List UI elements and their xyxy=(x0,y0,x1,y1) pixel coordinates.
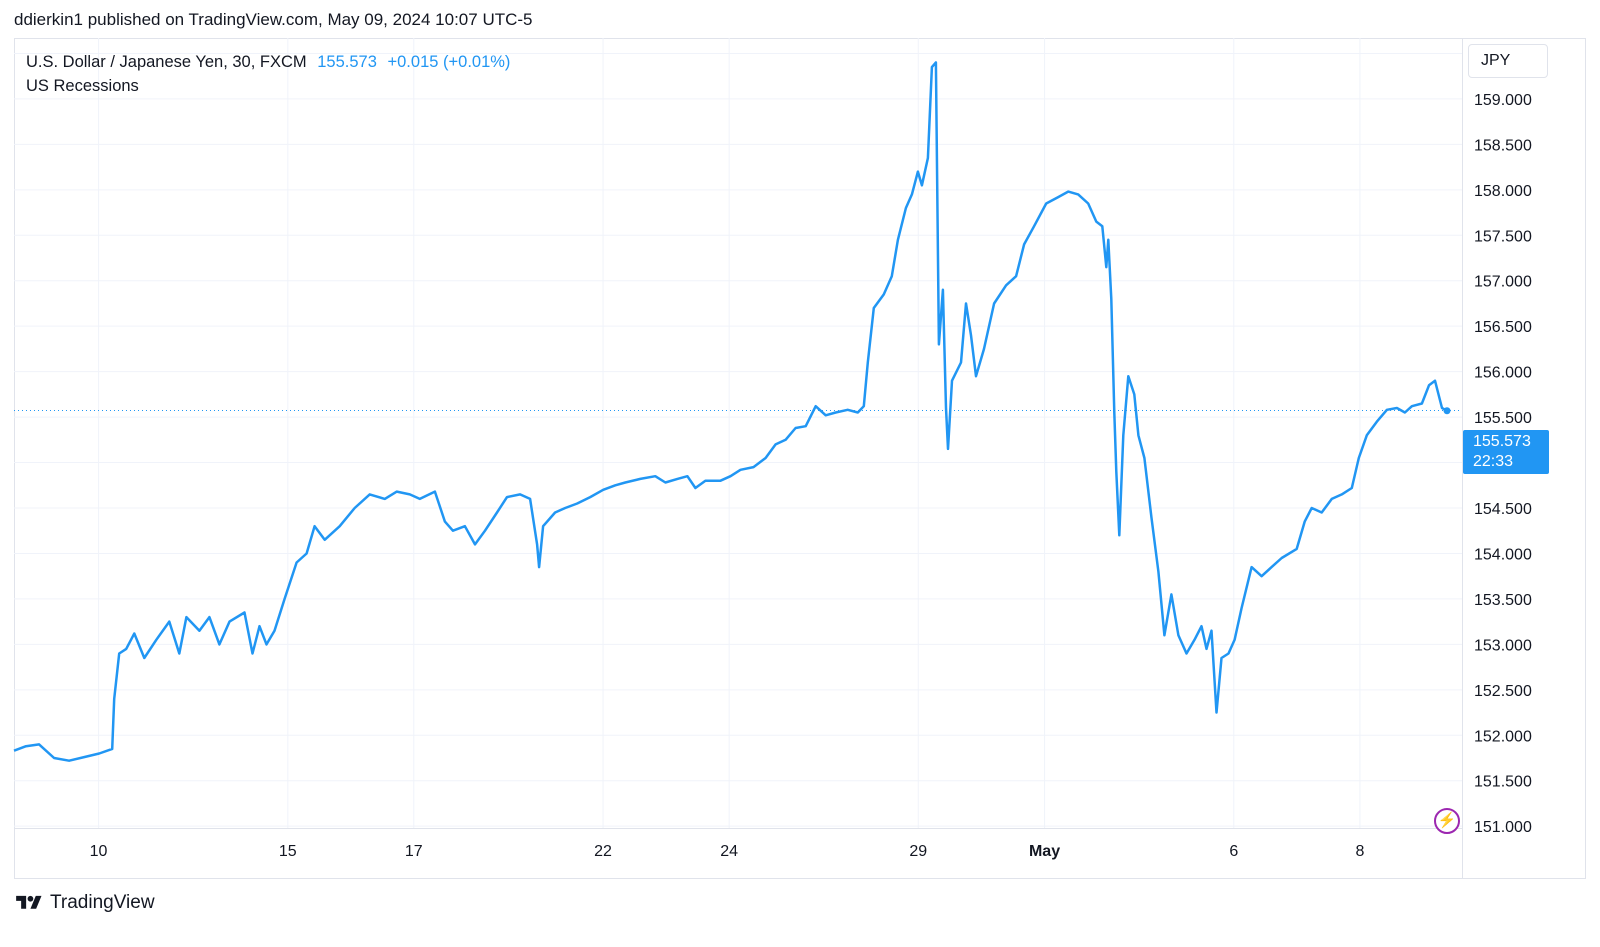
y-tick-label: 154.500 xyxy=(1474,501,1532,518)
lightning-icon[interactable]: ⚡ xyxy=(1434,808,1460,834)
x-tick-label: 24 xyxy=(720,843,738,860)
indicator-label[interactable]: US Recessions xyxy=(26,77,139,95)
y-tick-label: 154.000 xyxy=(1474,546,1532,563)
y-tick-label: 156.000 xyxy=(1474,365,1532,382)
x-tick-label: 22 xyxy=(594,843,612,860)
symbol-label[interactable]: U.S. Dollar / Japanese Yen, 30, FXCM xyxy=(26,53,307,71)
x-tick-label: 8 xyxy=(1355,843,1364,860)
footer-brand[interactable]: TradingView xyxy=(14,892,155,914)
y-tick-label: 159.000 xyxy=(1474,92,1532,109)
chart-legend: U.S. Dollar / Japanese Yen, 30, FXCM 155… xyxy=(26,50,510,98)
y-tick-label: 158.500 xyxy=(1474,137,1532,154)
y-tick-label: 156.500 xyxy=(1474,319,1532,336)
current-price-tag: 155.573 22:33 xyxy=(1463,430,1549,474)
legend-price: 155.573 xyxy=(317,53,377,71)
y-tick-label: 152.000 xyxy=(1474,728,1532,745)
x-tick-label: 15 xyxy=(279,843,297,860)
y-tick-label: 157.000 xyxy=(1474,274,1532,291)
y-tick-label: 151.000 xyxy=(1474,819,1532,836)
x-tick-label: 10 xyxy=(90,843,108,860)
legend-change: +0.015 (+0.01%) xyxy=(387,53,511,71)
y-tick-label: 151.500 xyxy=(1474,774,1532,791)
footer-brand-text: TradingView xyxy=(50,892,155,913)
x-tick-label: 6 xyxy=(1229,843,1238,860)
x-tick-label: 17 xyxy=(405,843,423,860)
y-tick-label: 153.000 xyxy=(1474,637,1532,654)
y-tick-label: 155.500 xyxy=(1474,410,1532,427)
published-info: ddierkin1 published on TradingView.com, … xyxy=(14,10,533,29)
tradingview-logo-icon xyxy=(16,895,42,909)
chart-border xyxy=(14,38,1586,879)
y-tick-label: 152.500 xyxy=(1474,683,1532,700)
y-tick-label: 157.500 xyxy=(1474,228,1532,245)
price-chart[interactable]: 159.500159.000158.500158.000157.500157.0… xyxy=(13,38,1586,898)
last-price-point xyxy=(1443,407,1451,415)
price-tag-value: 155.573 xyxy=(1473,433,1531,450)
x-tick-label: 29 xyxy=(909,843,927,860)
chart-frame[interactable]: 159.500159.000158.500158.000157.500157.0… xyxy=(13,38,1586,898)
y-tick-label: 153.500 xyxy=(1474,592,1532,609)
price-tag-countdown: 22:33 xyxy=(1473,453,1514,470)
currency-button[interactable]: JPY xyxy=(1468,44,1548,78)
y-tick-label: 158.000 xyxy=(1474,183,1532,200)
x-tick-label: May xyxy=(1029,843,1060,860)
price-series-line xyxy=(13,61,1448,762)
